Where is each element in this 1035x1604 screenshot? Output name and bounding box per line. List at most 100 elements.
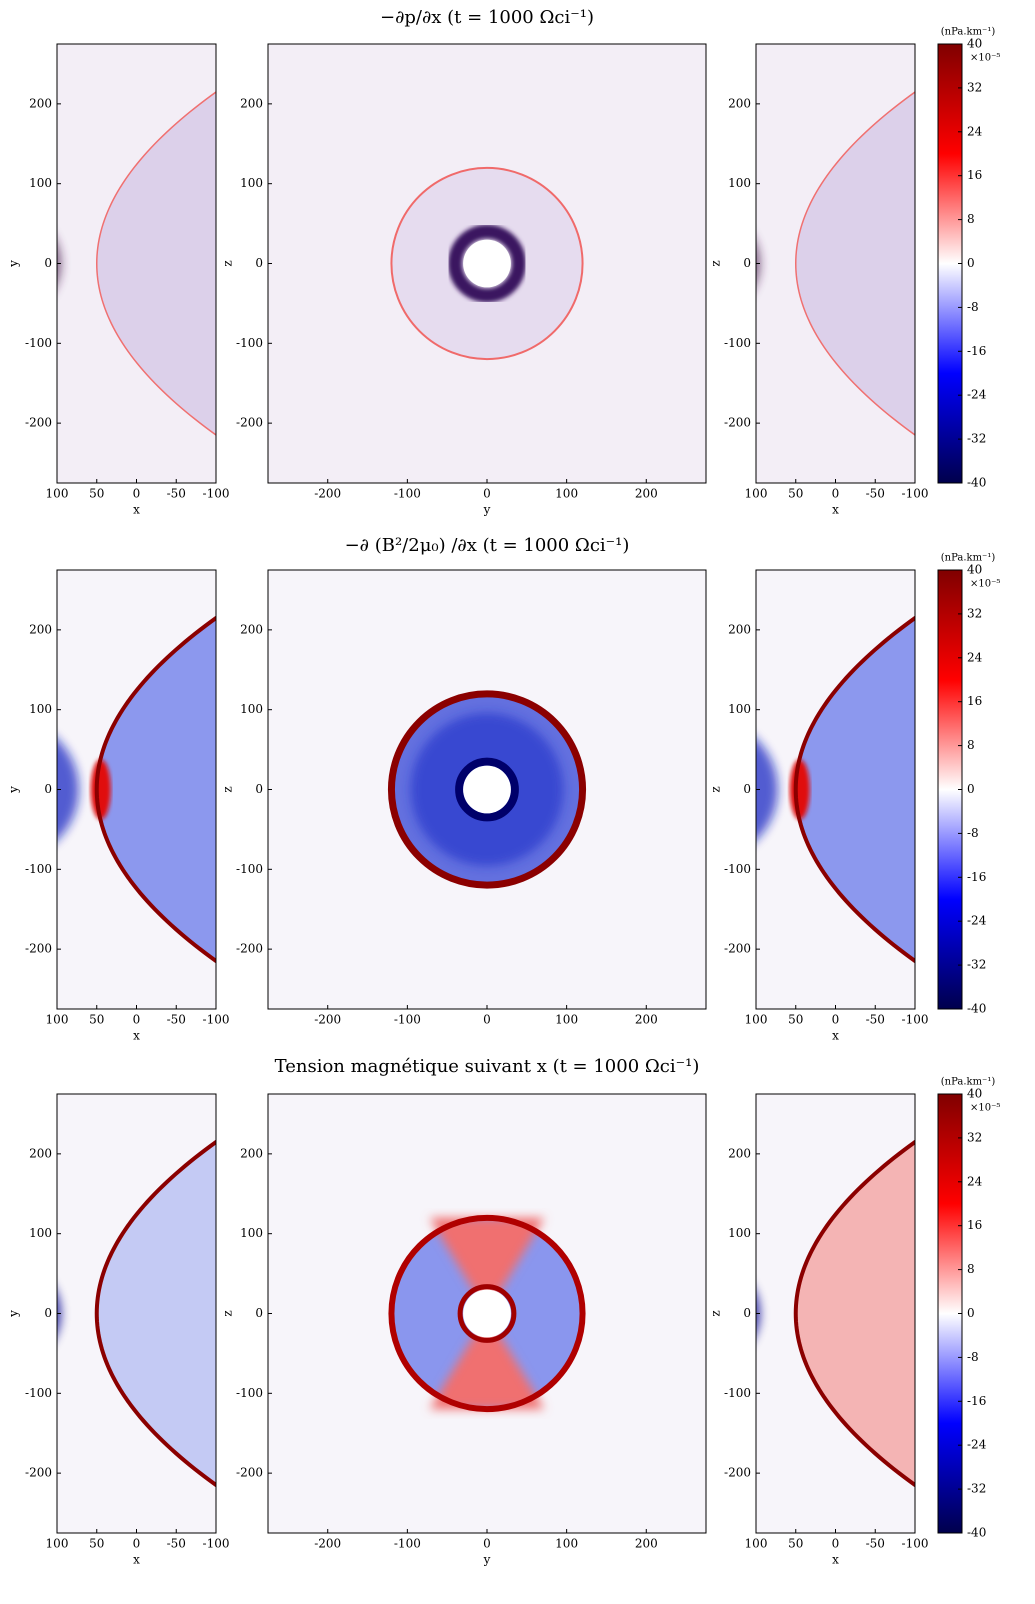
x-tick-label: 50 <box>788 487 803 501</box>
x-tick-label: -200 <box>314 487 341 501</box>
x-tick-label: 200 <box>635 487 658 501</box>
x-axis-label: x <box>133 503 140 517</box>
y-tick-label: 0 <box>255 782 263 796</box>
colorbar-tick-label: -16 <box>967 344 986 358</box>
shock <box>793 1139 915 1488</box>
colorbar-tick-label: -24 <box>967 914 987 928</box>
y-tick-label: -100 <box>25 1386 52 1400</box>
x-tick-label: 0 <box>133 1537 141 1551</box>
obstacle <box>463 1289 511 1338</box>
y-tick-label: 0 <box>44 782 52 796</box>
inner-ring <box>455 757 519 822</box>
x-tick-label: 100 <box>745 487 768 501</box>
x-tick-label: 50 <box>788 1013 803 1027</box>
y-tick-label: -200 <box>724 416 751 430</box>
y-tick-label: 0 <box>743 256 751 270</box>
y-tick-label: 200 <box>728 96 751 110</box>
y-tick-label: 100 <box>29 1226 52 1240</box>
x-tick-label: -100 <box>394 487 421 501</box>
shock <box>95 91 216 436</box>
lobe-bottom <box>429 1313 545 1410</box>
x-tick-label: 0 <box>832 1013 840 1027</box>
x-tick-label: 0 <box>133 487 141 501</box>
shock <box>793 615 915 964</box>
row-title: −∂p/∂x (t = 1000 Ωci⁻¹) <box>380 7 594 28</box>
shock <box>390 166 584 361</box>
x-tick-label: -50 <box>167 1537 186 1551</box>
x-tick-label: -100 <box>902 487 929 501</box>
heatmap <box>57 44 216 483</box>
colorbar-tick-label: -16 <box>967 1394 986 1408</box>
colorbar-label: (nPa.km⁻¹) <box>941 27 996 38</box>
y-tick-label: -100 <box>236 862 263 876</box>
y-tick-label: 0 <box>44 1306 52 1320</box>
x-tick-label: -100 <box>902 1013 929 1027</box>
x-tick-label: 0 <box>832 487 840 501</box>
x-tick-label: 50 <box>89 487 104 501</box>
x-tick-label: 50 <box>788 1537 803 1551</box>
colorbar-tick-label: -16 <box>967 870 986 884</box>
shock <box>94 1139 216 1488</box>
colorbar-tick-label: -24 <box>967 1438 987 1452</box>
x-axis-label: x <box>133 1029 140 1043</box>
y-tick-label: -200 <box>25 416 52 430</box>
x-tick-label: -100 <box>203 1537 230 1551</box>
x-tick-label: 0 <box>483 1013 491 1027</box>
sheath <box>96 92 216 435</box>
y-tick-label: -200 <box>25 942 52 956</box>
x-tick-label: -50 <box>866 1537 885 1551</box>
x-tick-label: 100 <box>555 487 578 501</box>
colorbar-multiplier: ×10⁻⁵ <box>970 53 1000 64</box>
y-tick-label: 100 <box>29 702 52 716</box>
x-axis-label: y <box>483 503 491 517</box>
y-axis-label: z <box>709 786 723 792</box>
heatmap <box>756 44 915 483</box>
sheath <box>96 1142 216 1485</box>
shock <box>387 690 587 889</box>
x-axis-label: x <box>133 1553 140 1567</box>
lobe-top <box>429 1217 545 1314</box>
y-tick-label: 100 <box>728 176 751 190</box>
x-tick-label: -50 <box>167 487 186 501</box>
y-tick-label: 0 <box>743 782 751 796</box>
colorbar-tick-label: 40 <box>967 563 982 577</box>
y-axis-label: z <box>221 260 235 266</box>
x-tick-label: 0 <box>832 1537 840 1551</box>
y-tick-label: -200 <box>25 1466 52 1480</box>
colorbar-tick-label: -40 <box>967 1002 986 1016</box>
y-tick-label: 0 <box>743 1306 751 1320</box>
sheath <box>795 92 915 435</box>
x-axis-label: x <box>832 1029 839 1043</box>
colorbar-tick-label: 0 <box>967 1306 975 1320</box>
x-tick-label: -50 <box>866 1013 885 1027</box>
y-axis-label: z <box>709 1310 723 1316</box>
x-axis-label: x <box>832 503 839 517</box>
obstacle <box>463 765 511 814</box>
heatmap <box>57 570 216 1009</box>
y-tick-label: -100 <box>25 862 52 876</box>
y-tick-label: 200 <box>29 96 52 110</box>
colorbar-tick-label: -8 <box>967 300 979 314</box>
row-title: −∂ (B²/2μ₀) /∂x (t = 1000 Ωci⁻¹) <box>345 535 630 556</box>
colorbar-tick-label: 16 <box>967 694 982 708</box>
y-axis-label: y <box>7 1310 21 1318</box>
y-tick-label: 100 <box>728 1226 751 1240</box>
y-tick-label: -100 <box>236 1386 263 1400</box>
y-axis-label: z <box>221 1310 235 1316</box>
sheath <box>96 618 216 961</box>
x-tick-label: 200 <box>635 1013 658 1027</box>
y-tick-label: 200 <box>240 96 263 110</box>
x-tick-label: 0 <box>483 487 491 501</box>
x-tick-label: 0 <box>133 1013 141 1027</box>
y-tick-label: 100 <box>728 702 751 716</box>
shock <box>388 1214 586 1413</box>
x-tick-label: 50 <box>89 1537 104 1551</box>
y-tick-label: 100 <box>240 176 263 190</box>
x-tick-label: 100 <box>46 1537 69 1551</box>
heatmap <box>268 1094 706 1533</box>
colorbar-tick-label: 40 <box>967 37 982 51</box>
heatmap <box>268 570 706 1009</box>
x-tick-label: 100 <box>745 1537 768 1551</box>
